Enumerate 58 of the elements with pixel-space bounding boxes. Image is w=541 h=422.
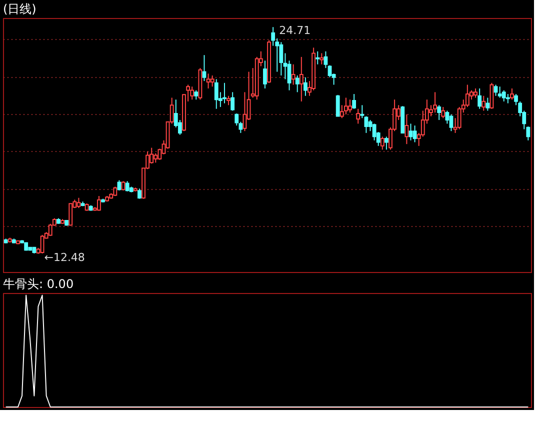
- candlestick: [510, 88, 514, 100]
- candlestick: [384, 136, 388, 150]
- candlestick: [40, 234, 44, 254]
- candlestick: [210, 74, 214, 88]
- candlestick: [190, 86, 194, 100]
- candlestick: [352, 94, 356, 110]
- candlestick: [76, 197, 81, 209]
- candlestick: [324, 50, 328, 69]
- candlestick: [48, 223, 52, 236]
- candlestick: [437, 104, 442, 120]
- candlestick: [222, 82, 226, 104]
- candlestick: [68, 202, 73, 226]
- candlestick: [242, 92, 247, 132]
- candlestick: [412, 125, 417, 143]
- candlestick: [408, 123, 413, 141]
- candlestick: [441, 106, 446, 119]
- candlestick: [336, 94, 340, 117]
- candlestick: [474, 88, 478, 98]
- candlestick: [230, 92, 235, 112]
- candlestick: [304, 76, 308, 96]
- chart-title: 牛骨头: 0.00: [3, 277, 74, 291]
- candlestick: [279, 42, 284, 76]
- candlestick: [506, 94, 510, 104]
- candlestick: [316, 50, 320, 65]
- candlestick: [113, 186, 118, 196]
- annotation: ←12.48: [44, 250, 85, 264]
- candlestick: [433, 92, 437, 114]
- candlestick: [478, 88, 482, 110]
- candlestick: [206, 73, 210, 89]
- candlestick: [328, 64, 332, 78]
- annotation: 24.71: [279, 24, 311, 38]
- candlestick: [154, 152, 158, 164]
- candlestick: [356, 108, 360, 124]
- candlestick: [348, 99, 352, 114]
- candlestick: [482, 95, 486, 112]
- candlestick: [263, 60, 267, 89]
- candlestick: [486, 97, 490, 112]
- candlestick: [137, 188, 142, 200]
- candlestick: [97, 195, 101, 212]
- candlestick: [194, 90, 198, 100]
- candlestick: [320, 52, 324, 65]
- candlestick: [291, 64, 296, 86]
- candlestick: [380, 136, 384, 150]
- candlestick: [490, 82, 494, 110]
- candlestick: [449, 114, 454, 132]
- candlestick: [404, 114, 409, 145]
- candlestick: [299, 56, 304, 102]
- candlestick: [226, 95, 230, 106]
- candlestick: [502, 90, 506, 102]
- candlestick: [287, 60, 292, 91]
- candlestick: [214, 78, 218, 110]
- candlestick: [344, 97, 348, 115]
- candlestick: [125, 180, 130, 192]
- candlestick: [498, 86, 502, 98]
- chart-title: (日线): [3, 2, 36, 16]
- candlestick: [202, 54, 206, 82]
- candlestick: [494, 84, 498, 96]
- candlestick: [295, 74, 300, 93]
